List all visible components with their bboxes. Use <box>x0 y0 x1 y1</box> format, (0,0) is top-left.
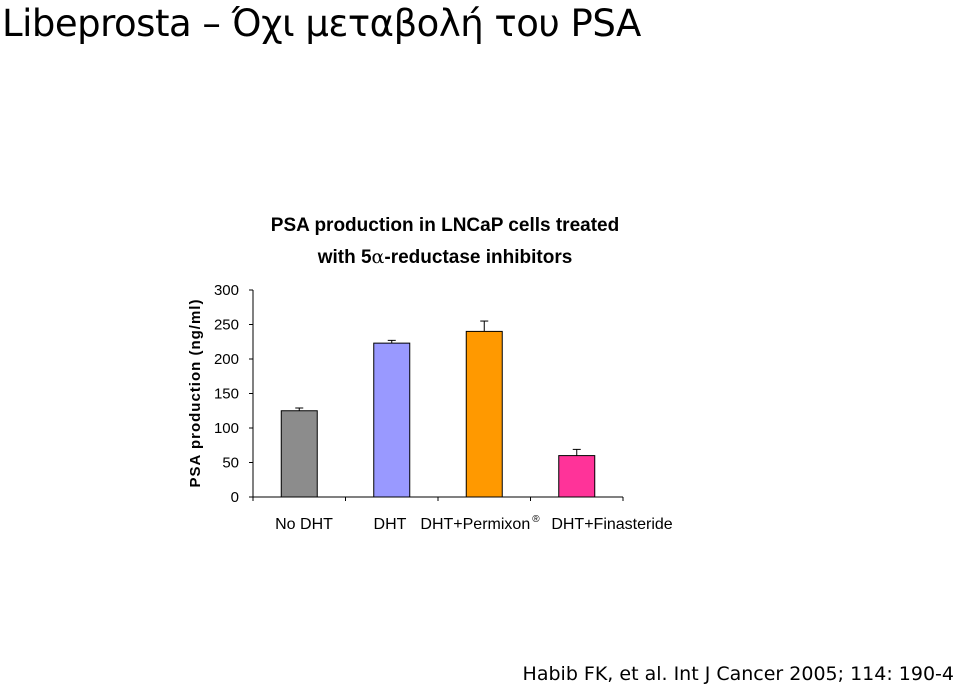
x-axis <box>252 496 624 501</box>
chart-title: PSA production in LNCaP cells treated wi… <box>271 215 619 268</box>
y-tick-label: 200 <box>214 351 239 368</box>
slide-title: Libeprosta – Όχι μεταβολή του PSA <box>2 2 641 45</box>
category-label: DHT <box>374 516 407 533</box>
error-bar <box>480 320 489 332</box>
y-axis-label: PSA production (ng/ml) <box>187 299 204 488</box>
y-tick-label: 0 <box>231 489 239 506</box>
chart-title-line-1: PSA production in LNCaP cells treated <box>271 215 619 236</box>
error-bar <box>572 448 581 456</box>
bar-dht-permixon <box>465 330 503 498</box>
bar-no-dht <box>280 410 318 498</box>
y-tick-label: 150 <box>214 386 239 403</box>
bar-dht <box>373 342 411 498</box>
y-tick-label: 300 <box>214 282 239 299</box>
y-axis: 0 50 100 150 200 250 300 <box>214 282 254 506</box>
error-bar <box>295 407 304 411</box>
error-bar <box>387 339 396 344</box>
y-tick-label: 250 <box>214 317 239 334</box>
bars <box>280 330 596 498</box>
category-label: No DHT <box>275 516 333 533</box>
category-label: DHT+Permixon ® <box>420 514 540 533</box>
chart-title-line-2: with 5α-reductase inhibitors <box>317 246 573 268</box>
error-bars <box>295 320 581 456</box>
citation: Habib FK, et al. Int J Cancer 2005; 114:… <box>522 663 954 685</box>
y-tick-label: 100 <box>214 420 239 437</box>
category-label: DHT+Finasteride <box>551 516 672 533</box>
y-tick-label: 50 <box>222 455 239 472</box>
bar-dht-finasteride <box>558 455 596 498</box>
category-labels: No DHT DHT DHT+Permixon ® DHT+Finasteride <box>275 514 673 533</box>
